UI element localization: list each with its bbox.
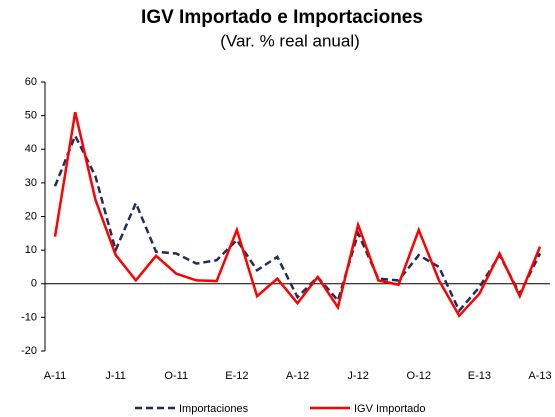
x-tick-label: A-13 [528,370,551,382]
y-tick-label: -10 [21,311,37,323]
x-tick-label: A-12 [286,370,309,382]
x-tick-label: J-12 [347,370,368,382]
series-line [53,111,542,318]
legend-label: IGV Importado [354,403,426,415]
x-tick-label: E-13 [468,370,491,382]
y-tick-label: 0 [31,278,37,290]
y-tick-label: 40 [25,143,37,155]
y-tick-label: 50 [25,110,37,122]
chart-subtitle: (Var. % real anual) [220,31,360,50]
x-tick-label: E-12 [225,370,248,382]
y-tick-label: 30 [25,177,37,189]
y-tick-label: 10 [25,244,37,256]
series-line [53,132,542,313]
x-tick-label: A-11 [44,370,66,382]
chart-title: IGV Importado e Importaciones [141,7,423,28]
y-tick-label: 20 [25,210,37,222]
x-tick-label: O-11 [164,370,188,382]
y-tick-label: 60 [25,76,37,88]
x-tick-label: O-12 [407,370,431,382]
legend-label: Importaciones [179,403,249,415]
x-tick-label: J-11 [105,370,126,382]
y-tick-label: -20 [21,345,37,357]
